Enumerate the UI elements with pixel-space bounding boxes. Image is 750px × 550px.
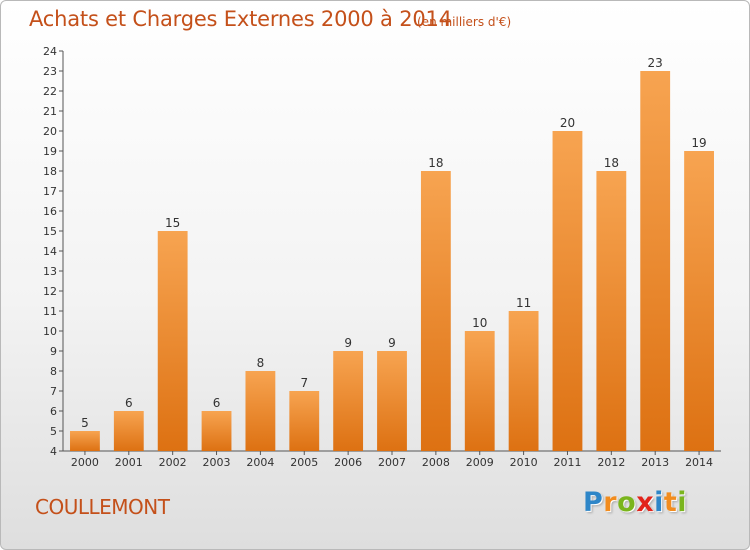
bar-2003 <box>201 411 232 451</box>
bar-2004 <box>245 371 276 451</box>
y-tick-label: 20 <box>43 125 57 138</box>
bar-2005 <box>289 391 320 451</box>
bar-2013 <box>640 71 671 451</box>
bar-2010 <box>508 311 539 451</box>
value-label-2014: 19 <box>691 136 706 150</box>
y-tick-label: 14 <box>43 245 57 258</box>
y-tick-label: 13 <box>43 265 57 278</box>
bars <box>70 71 714 451</box>
y-tick-label: 23 <box>43 65 57 78</box>
bar-2014 <box>684 151 714 451</box>
value-label-2001: 6 <box>125 396 133 410</box>
value-label-2002: 15 <box>165 216 180 230</box>
x-tick-label: 2003 <box>203 456 231 469</box>
y-tick-label: 11 <box>43 305 57 318</box>
value-label-2005: 7 <box>300 376 308 390</box>
logo-letter: t <box>663 487 678 518</box>
x-tick-label: 2014 <box>685 456 713 469</box>
logo-letter: i <box>677 487 688 518</box>
value-label-2003: 6 <box>213 396 221 410</box>
x-tick-label: 2012 <box>597 456 625 469</box>
value-label-2000: 5 <box>81 416 89 430</box>
y-tick-label: 24 <box>43 45 57 58</box>
bar-2011 <box>552 131 583 451</box>
y-tick-label: 10 <box>43 325 57 338</box>
bar-2012 <box>596 171 627 451</box>
x-tick-label: 2001 <box>115 456 143 469</box>
y-tick-label: 17 <box>43 185 57 198</box>
x-tick-label: 2002 <box>159 456 187 469</box>
y-tick-label: 6 <box>50 405 57 418</box>
x-tick-label: 2006 <box>334 456 362 469</box>
x-tick-label: 2005 <box>290 456 318 469</box>
logo-letter: P <box>583 487 604 518</box>
x-axis: 2000 2001 2002 2003 2004 2005 2006 2007 2008 2009… <box>63 450 721 469</box>
y-tick-label: 15 <box>43 225 57 238</box>
x-tick-label: 2010 <box>510 456 538 469</box>
value-label-2010: 11 <box>516 296 531 310</box>
logo-letter: o <box>617 487 637 518</box>
logo-letter: x <box>636 487 655 518</box>
x-tick-label: 2013 <box>641 456 669 469</box>
y-tick-label: 9 <box>50 345 57 358</box>
y-tick-label: 12 <box>43 285 57 298</box>
x-tick-label: 2000 <box>71 456 99 469</box>
bar-2007 <box>377 351 407 451</box>
y-tick-label: 19 <box>43 145 57 158</box>
y-tick-label: 5 <box>50 425 57 438</box>
y-tick-label: 21 <box>43 105 57 118</box>
chart-subtitle: (en milliers d'€) <box>417 15 512 29</box>
bar-2006 <box>333 351 364 451</box>
proxiti-logo[interactable]: Proxiti <box>583 487 687 518</box>
commune-name: COULLEMONT <box>35 495 170 519</box>
bar-2001 <box>113 411 144 451</box>
y-tick-label: 8 <box>50 365 57 378</box>
value-labels: 5 6 15 6 8 7 9 9 18 10 11 20 18 23 19 <box>81 56 707 430</box>
x-tick-label: 2011 <box>553 456 581 469</box>
bar-2002 <box>157 231 188 451</box>
value-label-2007: 9 <box>388 336 396 350</box>
value-label-2009: 10 <box>472 316 487 330</box>
value-label-2011: 20 <box>560 116 575 130</box>
value-label-2008: 18 <box>428 156 443 170</box>
y-axis: 4 5 6 7 8 9 10 11 12 13 14 15 16 17 18 19 20 21 22 23 24 <box>43 45 64 458</box>
chart-title: Achats et Charges Externes 2000 à 2014 <box>29 7 452 31</box>
y-tick-label: 4 <box>50 445 57 458</box>
value-label-2013: 23 <box>648 56 663 70</box>
y-tick-label: 7 <box>50 385 57 398</box>
y-tick-label: 18 <box>43 165 57 178</box>
logo-letter: i <box>654 487 664 518</box>
bar-2000 <box>70 431 100 451</box>
x-tick-label: 2004 <box>246 456 274 469</box>
bar-2008 <box>420 171 451 451</box>
x-tick-label: 2007 <box>378 456 406 469</box>
value-label-2004: 8 <box>257 356 265 370</box>
value-label-2012: 18 <box>604 156 619 170</box>
bar-2009 <box>464 331 495 451</box>
value-label-2006: 9 <box>344 336 352 350</box>
y-tick-label: 16 <box>43 205 57 218</box>
y-tick-label: 22 <box>43 85 57 98</box>
x-tick-label: 2009 <box>466 456 494 469</box>
x-tick-label: 2008 <box>422 456 450 469</box>
logo-letter: r <box>603 487 618 518</box>
